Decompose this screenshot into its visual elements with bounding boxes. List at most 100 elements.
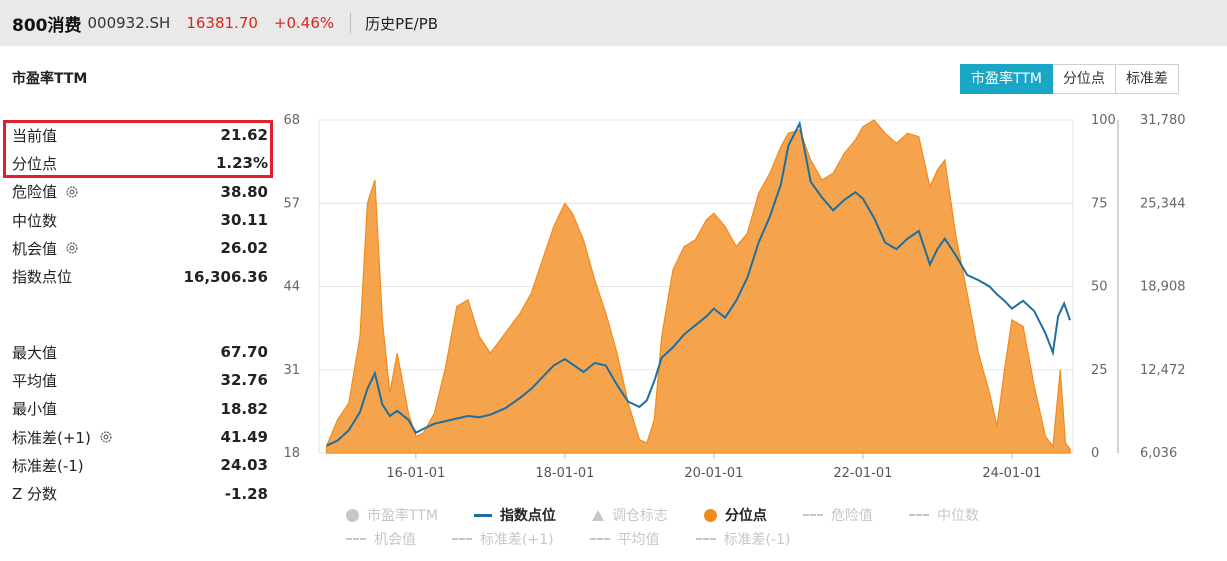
legend-label: 危险值: [830, 508, 873, 524]
legend-item[interactable]: 平均值: [589, 529, 660, 549]
stat-label: 平均值: [12, 370, 57, 391]
pe-chart: 16-01-01 18-01-01 20-01-01 22-01-01 24-01-01…: [283, 113, 1186, 481]
legend-label: 市盈率TTM: [367, 508, 438, 524]
stat-label: 最小值: [12, 398, 57, 419]
tab-pe-ttm[interactable]: 市盈率TTM: [960, 64, 1053, 94]
percentile-area: [325, 119, 1071, 454]
stat-row: 当前值 21.62: [12, 121, 268, 149]
x-tick-label: 22-01-01: [833, 466, 892, 481]
index-change: +0.46%: [273, 14, 335, 32]
highlight-box: [3, 120, 273, 178]
legend-triangle-icon: [591, 509, 604, 521]
stat-label-text: 最大值: [12, 343, 58, 362]
legend-label: 分位点: [724, 508, 767, 524]
stats-panel-bottom: 最大值 67.70 平均值 32.76 最小值 18.82 标准差(+1) 41.49 标准差(…: [12, 338, 268, 508]
gear-icon[interactable]: [65, 185, 79, 199]
stat-value: 24.03: [220, 456, 268, 475]
legend-dash-icon: [346, 538, 366, 540]
chart-title: 市盈率TTM: [12, 71, 88, 87]
percentile-axis-tick-label: 50: [1091, 280, 1108, 295]
legend-item[interactable]: 市盈率TTM: [346, 505, 438, 525]
header-bar: 800消费 000932.SH 16381.70 +0.46% 历史PE/PB: [0, 0, 1227, 46]
stat-label-text: 最小值: [12, 400, 58, 419]
header-divider: [350, 13, 352, 33]
stat-label-text: 危险值: [12, 183, 58, 202]
percentile-axis-tick-label: 0: [1091, 446, 1099, 461]
stat-value: -1.28: [224, 484, 268, 503]
stat-value: 67.70: [220, 343, 268, 362]
tab-std-dev[interactable]: 标准差: [1115, 64, 1179, 94]
legend-item[interactable]: 调仓标志: [591, 505, 668, 525]
left-axis-tick-label: 31: [283, 363, 300, 378]
stat-label: 机会值: [12, 238, 79, 259]
stats-panel-top: 当前值 21.62 分位点 1.23% 危险值 38.80 中位数 30.11 机会值 26.02…: [12, 121, 268, 291]
stat-row: 分位点 1.23%: [12, 149, 268, 177]
page-subtitle[interactable]: 历史PE/PB: [365, 14, 439, 33]
legend-circle-icon: [703, 508, 717, 522]
legend-label: 机会值: [374, 532, 416, 548]
left-axis-tick-label: 44: [283, 280, 300, 295]
percentile-axis-tick-label: 100: [1091, 113, 1116, 128]
stat-label-text: 标准差(-1): [12, 456, 84, 475]
stat-row: 最小值 18.82: [12, 395, 268, 423]
stat-row: 指数点位 16,306.36: [12, 262, 268, 290]
legend-item[interactable]: 危险值: [802, 505, 873, 525]
stat-label-text: 分位点: [12, 154, 58, 173]
stat-label: 分位点: [12, 153, 57, 174]
left-axis-tick-label: 68: [283, 113, 300, 128]
index-price: 16381.70: [186, 14, 258, 32]
legend-label: 中位数: [936, 508, 979, 524]
legend-dash-icon: [695, 538, 716, 540]
stat-label: 标准差(-1): [12, 455, 84, 476]
stat-label-text: 当前值: [12, 126, 58, 145]
index-code: 000932.SH: [87, 14, 171, 32]
left-axis-tick-label: 57: [283, 196, 300, 211]
percentile-axis-tick-label: 75: [1091, 196, 1108, 211]
stat-row: 标准差(+1) 41.49: [12, 423, 268, 451]
index-axis-tick-label: 25,344: [1140, 196, 1186, 211]
index-axis-tick-label: 6,036: [1140, 446, 1177, 461]
legend-item[interactable]: 机会值: [346, 529, 416, 549]
x-tick-label: 16-01-01: [386, 466, 445, 481]
stat-label-text: Z 分数: [12, 485, 58, 504]
legend-item[interactable]: 分位点: [703, 505, 767, 525]
stat-value: 16,306.36: [183, 267, 268, 286]
percentile-axis-tick-label: 25: [1091, 363, 1108, 378]
legend-dash-icon: [452, 538, 472, 540]
stat-label: 危险值: [12, 181, 79, 202]
legend-dash-icon: [908, 514, 929, 516]
stat-label: 当前值: [12, 125, 57, 146]
legend-dash-icon: [589, 538, 610, 540]
stat-label: 中位数: [12, 210, 57, 231]
stat-label-text: 平均值: [12, 371, 58, 390]
stat-row: 危险值 38.80: [12, 178, 268, 206]
stat-value: 30.11: [220, 211, 268, 230]
index-axis-tick-label: 31,780: [1140, 113, 1186, 128]
stat-row: 标准差(-1) 24.03: [12, 451, 268, 479]
legend-item[interactable]: 标准差(+1): [452, 529, 554, 549]
index-name: 800消费: [12, 15, 82, 36]
legend-label: 标准差(+1): [480, 532, 554, 548]
stat-label: 最大值: [12, 342, 57, 363]
gear-icon[interactable]: [65, 241, 79, 255]
legend-label: 指数点位: [499, 508, 556, 524]
legend-label: 标准差(-1): [723, 532, 791, 548]
stat-row: 最大值 67.70: [12, 338, 268, 366]
stat-label-text: 中位数: [12, 211, 58, 230]
legend-row-2: 机会值 标准差(+1) 平均值 标准差(-1): [346, 529, 826, 549]
gear-icon[interactable]: [99, 430, 113, 444]
stat-value: 26.02: [220, 239, 268, 258]
stat-label: 标准差(+1): [12, 427, 113, 448]
stat-value: 32.76: [220, 371, 268, 390]
legend-label: 调仓标志: [611, 508, 668, 524]
legend-row-1: 市盈率TTM 指数点位 调仓标志 分位点 危险值 中位数: [346, 505, 1015, 525]
legend-dash-icon: [802, 514, 823, 516]
x-tick-label: 24-01-01: [982, 466, 1041, 481]
legend-item[interactable]: 标准差(-1): [695, 529, 791, 549]
tab-percentile[interactable]: 分位点: [1052, 64, 1116, 94]
legend-item[interactable]: 中位数: [908, 505, 979, 525]
stat-label-text: 标准差(+1): [12, 428, 91, 447]
stat-value: 18.82: [220, 399, 268, 418]
stat-value: 1.23%: [215, 154, 268, 173]
legend-item[interactable]: 指数点位: [473, 505, 556, 525]
